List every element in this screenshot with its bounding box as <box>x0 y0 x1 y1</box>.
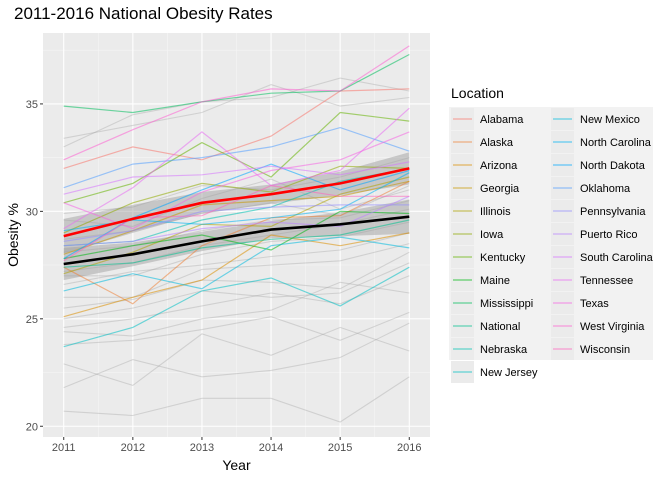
x-tick-label: 2014 <box>259 442 283 454</box>
series-line-new-jersey <box>63 266 410 348</box>
series-line-georgia <box>63 180 410 255</box>
legend-label-north-carolina: North Carolina <box>580 137 652 149</box>
background-series-line <box>63 326 410 387</box>
series-line-tennessee <box>63 107 410 230</box>
series-line-national <box>63 219 410 268</box>
series-line-arizona <box>63 232 410 318</box>
legend-label-north-dakota: North Dakota <box>580 160 646 172</box>
confidence-band-other <box>63 199 410 281</box>
trend-lines <box>63 167 410 266</box>
x-tick-label: 2012 <box>121 442 145 454</box>
y-tick-label: 20 <box>26 421 38 433</box>
series-line-maine <box>63 210 410 260</box>
x-tick-label: 2015 <box>328 442 352 454</box>
legend-label-nebraska: Nebraska <box>480 344 528 356</box>
x-tick-label: 2011 <box>52 442 76 454</box>
legend-label-alaska: Alaska <box>480 137 514 149</box>
series-line-pennsylvania <box>63 204 410 242</box>
legend-label-wisconsin: Wisconsin <box>580 344 630 356</box>
series-line-wisconsin <box>63 184 410 262</box>
y-tick-label: 35 <box>26 99 38 111</box>
background-series-line <box>63 84 410 139</box>
series-line-iowa <box>63 165 410 234</box>
legend-label-tennessee: Tennessee <box>580 275 633 287</box>
background-series-line <box>63 232 410 285</box>
y-tick-label: 25 <box>26 314 38 326</box>
trend-line-all <box>63 167 410 238</box>
legend-label-mississippi: Mississippi <box>480 298 533 310</box>
x-axis-title: Year <box>222 457 251 473</box>
trend-line-other <box>63 215 410 266</box>
legend: Location Alabama Alaska Arizona Georgia Illi… <box>449 85 654 383</box>
y-axis-title: Obesity % <box>5 203 21 267</box>
legend-label-puerto-rico: Puerto Rico <box>580 229 637 241</box>
y-tick-label: 30 <box>26 206 38 218</box>
legend-label-oklahoma: Oklahoma <box>580 183 631 195</box>
background-series-line <box>63 221 410 277</box>
series-line-oklahoma <box>63 126 410 189</box>
highlighted-lines <box>63 45 410 348</box>
series-line-alabama <box>63 88 410 169</box>
legend-label-kentucky: Kentucky <box>480 252 526 264</box>
series-line-south-carolina <box>63 161 410 195</box>
series-line-kentucky <box>63 111 410 204</box>
background-series-line <box>63 322 410 389</box>
legend-label-arizona: Arizona <box>480 160 518 172</box>
series-line-mississippi <box>63 53 410 114</box>
legend-label-texas: Texas <box>580 298 609 310</box>
series-line-new-mexico <box>63 236 410 292</box>
series-line-alaska <box>63 180 410 305</box>
legend-label-maine: Maine <box>480 275 510 287</box>
legend-label-pennsylvania: Pennsylvania <box>580 206 646 218</box>
series-line-puerto-rico <box>63 195 410 247</box>
legend-label-south-carolina: South Carolina <box>580 252 654 264</box>
legend-label-alabama: Alabama <box>480 114 524 126</box>
x-tick-label: 2016 <box>397 442 421 454</box>
x-tick-label: 2013 <box>190 442 214 454</box>
background-series-line <box>63 311 410 346</box>
legend-label-illinois: Illinois <box>480 206 511 218</box>
axes: 2011 2012 2013 2014 2015 2016 20 25 30 35 <box>26 99 422 454</box>
chart-title: 2011-2016 National Obesity Rates <box>14 4 273 23</box>
background-series-line <box>63 77 410 148</box>
legend-label-national: National <box>480 321 520 333</box>
background-series-line <box>63 281 410 337</box>
legend-label-west-virginia: West Virginia <box>580 321 645 333</box>
series-line-west-virginia <box>63 45 410 161</box>
background-series-line <box>63 262 410 320</box>
legend-label-georgia: Georgia <box>480 183 520 195</box>
legend-title: Location <box>451 85 504 101</box>
legend-label-new-mexico: New Mexico <box>580 114 640 126</box>
legend-label-iowa: Iowa <box>480 229 504 241</box>
background-series-line <box>63 376 410 423</box>
legend-label-new-jersey: New Jersey <box>480 367 538 379</box>
